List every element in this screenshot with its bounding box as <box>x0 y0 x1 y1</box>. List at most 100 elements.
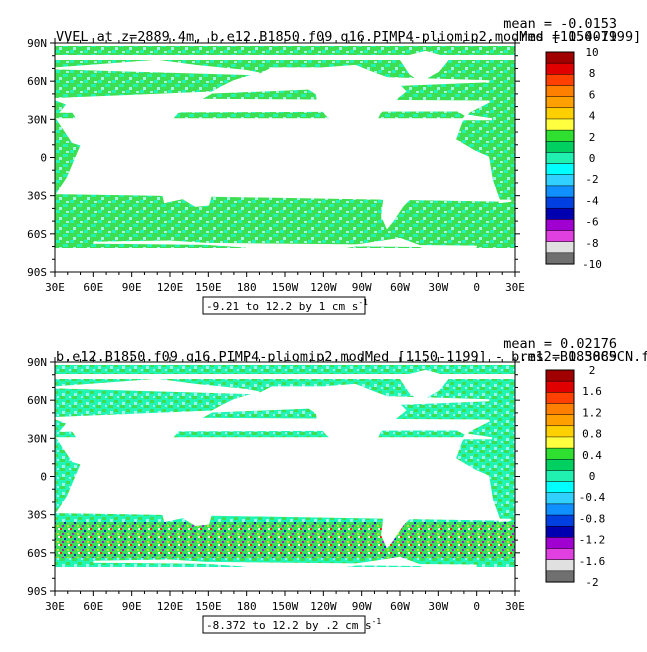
land-mass <box>93 556 477 591</box>
range-exponent: -1 <box>372 617 382 626</box>
lon-label: 90E <box>122 281 142 294</box>
lon-label: 0 <box>473 600 480 613</box>
rms-label: rms = 0.3889 <box>519 349 617 365</box>
land-mass <box>259 383 407 468</box>
arctic-gap <box>55 55 515 60</box>
lon-label: 30E <box>45 281 65 294</box>
land-mass <box>398 50 451 83</box>
colorbar-swatch <box>545 481 575 494</box>
colorbar-label: 2 <box>589 131 596 144</box>
colorbar-swatch <box>545 163 575 176</box>
range-box <box>202 296 366 315</box>
arctic-gap <box>55 374 515 379</box>
lat-label: 90N <box>27 37 47 50</box>
colorbar-swatch <box>545 129 575 142</box>
land-mass <box>259 64 407 149</box>
lat-label: 0 <box>40 471 47 484</box>
colorbar-label: -1.2 <box>579 534 606 547</box>
colorbar-swatch <box>545 503 575 516</box>
colorbar-swatch <box>545 414 575 427</box>
colorbar-label: 0 <box>589 470 596 483</box>
colorbar-label: 0.4 <box>582 449 602 462</box>
lat-label: 60N <box>27 394 47 407</box>
colorbar-label: -2 <box>585 173 598 186</box>
lon-label: 60E <box>83 600 103 613</box>
southern-ocean-anomaly <box>55 522 515 558</box>
lon-label: 120E <box>157 281 184 294</box>
lat-label: 90N <box>27 356 47 369</box>
north-band <box>55 362 515 365</box>
colorbar-label: -10 <box>582 258 602 271</box>
colorbar-swatch <box>545 62 575 75</box>
lon-label: 120E <box>157 600 184 613</box>
colorbar-label: -2 <box>585 576 598 589</box>
lon-label: 120W <box>310 600 337 613</box>
north-band <box>55 43 515 46</box>
land-mass <box>93 237 477 272</box>
lat-label: 30N <box>27 113 47 126</box>
colorbar-label: 6 <box>589 88 596 101</box>
colorbar-label: 8 <box>589 67 596 80</box>
colorbar-swatch <box>545 241 575 254</box>
lon-label: 60W <box>390 281 410 294</box>
colorbar-swatch <box>545 559 575 572</box>
colorbar-swatch <box>545 141 575 153</box>
panel-title: b.e12.B1850.f09_g16.PIMP4-pliomip2.modMe… <box>56 349 647 365</box>
colorbar-label: 2 <box>589 364 596 377</box>
land-mass <box>159 168 214 207</box>
colorbar-label: 0 <box>589 152 596 165</box>
colorbar-label: 1.6 <box>582 385 602 398</box>
range-label: -8.372 to 12.2 by .2 cm s-1 <box>206 617 381 632</box>
colorbar-swatch <box>545 570 575 583</box>
colorbar-swatch <box>545 380 575 393</box>
mean-label: mean = 0.02176 <box>503 336 617 352</box>
land-mass <box>159 487 214 526</box>
lon-label: 30E <box>505 281 525 294</box>
colorbar-swatch <box>545 252 575 265</box>
colorbar-swatch <box>545 107 575 120</box>
colorbar-swatch <box>545 403 575 416</box>
lon-label: 30E <box>45 600 65 613</box>
colorbar-swatch <box>545 425 575 438</box>
colorbar-swatch <box>545 392 575 405</box>
lon-label: 90W <box>352 600 372 613</box>
lon-label: 150E <box>195 600 222 613</box>
colorbar-swatch <box>545 74 575 87</box>
colorbar-swatch <box>545 174 575 187</box>
lat-label: 90S <box>27 585 47 598</box>
lon-label: 0 <box>473 281 480 294</box>
lat-label: 30N <box>27 432 47 445</box>
lon-label: 90E <box>122 600 142 613</box>
panel-title: VVEL at z=2889.4m, b.e12.B1850.f09_g16.P… <box>56 29 641 45</box>
colorbar-label: 4 <box>589 110 596 123</box>
lon-label: 30E <box>505 600 525 613</box>
colorbar-label: -8 <box>585 237 598 250</box>
mean-label: mean = -0.0153 <box>503 16 617 32</box>
colorbar-label: 10 <box>585 46 598 59</box>
colorbar-frame <box>545 369 575 583</box>
lat-label: 30S <box>27 509 47 522</box>
colorbar-swatch <box>545 514 575 527</box>
lat-label: 30S <box>27 190 47 203</box>
lon-label: 30W <box>428 600 448 613</box>
colorbar-label: -0.4 <box>579 491 606 504</box>
lat-label: 60N <box>27 75 47 88</box>
colorbar-swatch <box>545 470 575 483</box>
colorbar-swatch <box>545 537 575 550</box>
lon-label: 30W <box>428 281 448 294</box>
colorbar-swatch <box>545 118 575 131</box>
colorbar-swatch <box>545 436 575 449</box>
lon-label: 150W <box>272 281 299 294</box>
colorbar-swatch <box>545 548 575 561</box>
lon-label: 60E <box>83 281 103 294</box>
range-label: -9.21 to 12.2 by 1 cm s-1 <box>206 298 368 313</box>
lon-label: 120W <box>310 281 337 294</box>
colorbar-swatch <box>545 492 575 505</box>
colorbar-swatch <box>545 51 575 64</box>
range-exponent: -1 <box>358 298 368 307</box>
colorbar-swatch <box>545 96 575 109</box>
lon-label: 90W <box>352 281 372 294</box>
map-area <box>55 362 515 591</box>
